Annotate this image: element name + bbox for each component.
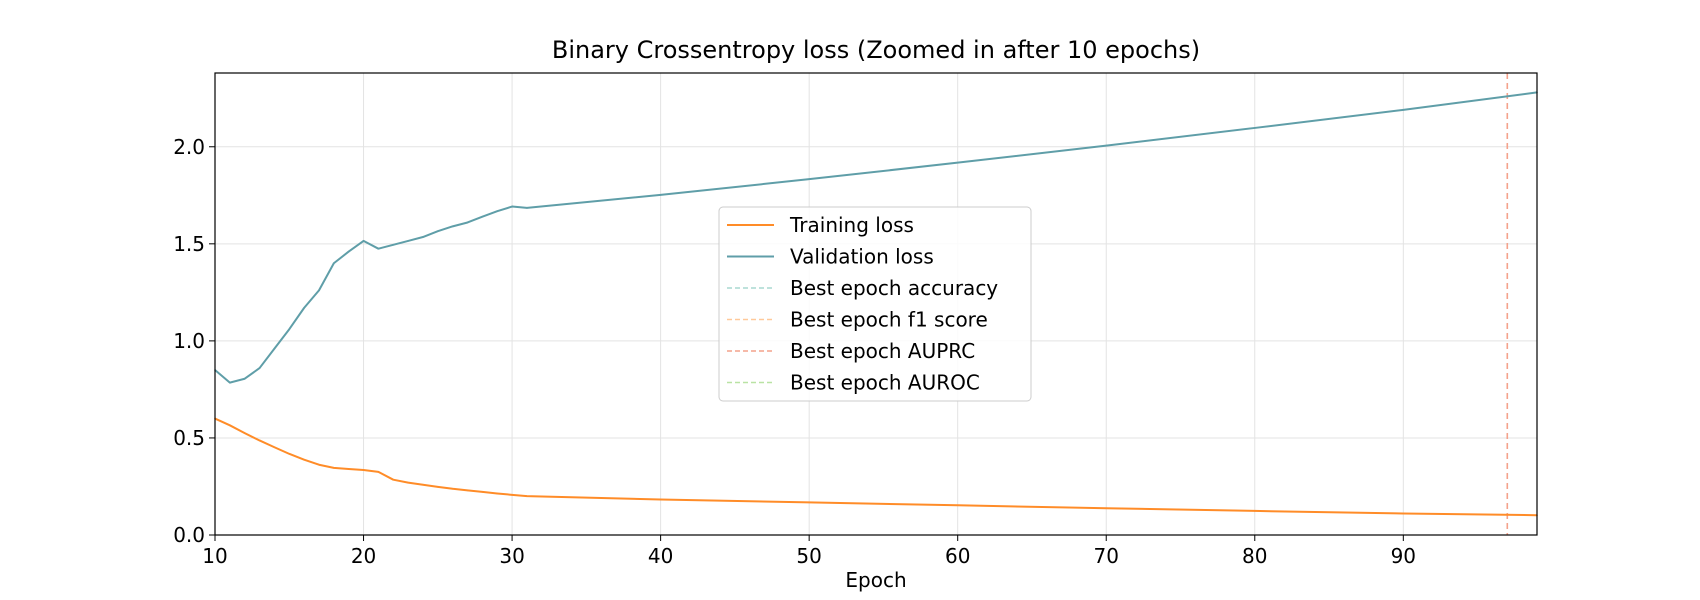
training-loss-point: [496, 492, 499, 495]
validation-loss-point: [1253, 127, 1256, 129]
training-loss-legend-label: Training loss: [789, 213, 914, 237]
training-loss-point: [318, 463, 320, 466]
x-axis-label: Epoch: [845, 568, 906, 592]
x-tick-label: 20: [351, 544, 376, 568]
validation-loss-point: [333, 262, 335, 265]
validation-loss-point: [496, 210, 499, 213]
legend-box: [718, 206, 1032, 402]
training-loss-point: [659, 498, 662, 501]
training-loss-point: [956, 504, 959, 507]
best-epoch-auprc-legend-label: Best epoch AUPRC: [790, 339, 975, 363]
x-tick-label: 40: [648, 544, 673, 568]
validation-loss-point: [258, 367, 261, 369]
training-loss-line: [214, 417, 1538, 517]
validation-loss-point: [437, 230, 439, 233]
x-axis-ticks: 10 20 30 40 50 60 70 80 90: [202, 535, 1416, 568]
x-tick-label: 90: [1391, 544, 1416, 568]
y-tick-label: 0.0: [173, 523, 205, 547]
chart-title: Binary Crossentropy loss (Zoomed in afte…: [552, 36, 1200, 64]
training-loss-point: [437, 486, 439, 488]
validation-loss-point: [956, 161, 959, 164]
training-loss-point: [229, 424, 231, 427]
training-loss-point: [1253, 510, 1256, 512]
training-loss-point: [466, 489, 469, 492]
validation-loss-point: [392, 243, 395, 246]
validation-loss-point: [659, 194, 662, 196]
training-loss-point: [808, 501, 810, 504]
x-tick-label: 60: [945, 544, 970, 568]
validation-loss-point: [1402, 109, 1405, 111]
training-loss-point: [481, 491, 484, 493]
training-loss-point: [392, 478, 395, 481]
y-tick-label: 1.0: [173, 329, 205, 353]
training-loss-point: [526, 495, 528, 497]
validation-loss-point: [451, 225, 454, 228]
validation-loss-legend-label: Validation loss: [790, 245, 934, 269]
training-loss-point: [288, 453, 291, 455]
training-loss-point: [422, 483, 424, 486]
plot-frame: [214, 72, 1538, 536]
y-tick-label: 2.0: [173, 135, 205, 159]
validation-loss-point: [481, 215, 484, 218]
training-loss-point: [333, 467, 335, 469]
validation-loss-point: [347, 250, 350, 253]
x-tick-label: 70: [1094, 544, 1119, 568]
training-loss-point: [347, 468, 350, 470]
training-loss-point: [362, 469, 365, 471]
training-loss-point: [303, 458, 305, 461]
x-tick-label: 10: [202, 544, 227, 568]
training-loss-point: [1402, 512, 1405, 515]
y-tick-label: 1.5: [173, 232, 205, 256]
training-loss-point: [258, 439, 261, 442]
series-lines: [214, 91, 1538, 517]
training-loss-point: [243, 432, 246, 434]
y-axis-ticks: 0.0 0.5 1.0 1.5 2.0: [173, 135, 215, 547]
validation-loss-point: [1105, 144, 1108, 147]
validation-loss-point: [377, 247, 380, 250]
training-loss-point: [273, 446, 276, 449]
x-tick-label: 30: [499, 544, 524, 568]
x-tick-label: 50: [796, 544, 821, 568]
validation-loss-point: [422, 236, 424, 238]
validation-loss-point: [318, 289, 320, 292]
validation-loss-point: [303, 307, 305, 309]
validation-loss-point: [273, 347, 276, 350]
training-loss-point: [1105, 507, 1108, 510]
best-epoch-auroc-legend-label: Best epoch AUROC: [790, 371, 980, 395]
best-epoch-f1-score-legend-label: Best epoch f1 score: [790, 308, 988, 332]
validation-loss-point: [511, 205, 513, 208]
validation-loss-point: [362, 240, 365, 242]
x-tick-label: 80: [1242, 544, 1267, 568]
training-loss-point: [377, 471, 380, 473]
validation-loss-point: [229, 381, 231, 384]
training-loss-point: [451, 488, 454, 490]
validation-loss-point: [243, 377, 246, 380]
validation-loss-point: [407, 240, 409, 242]
training-loss-point: [511, 494, 513, 496]
y-tick-label: 0.5: [173, 426, 205, 450]
validation-loss-point: [808, 178, 810, 180]
legend: Training loss Validation loss Best epoch a…: [718, 206, 1032, 402]
validation-loss-point: [526, 207, 528, 209]
best-epoch-accuracy-legend-label: Best epoch accuracy: [790, 276, 998, 300]
training-loss-point: [407, 481, 409, 484]
validation-loss-point: [288, 328, 291, 331]
validation-loss-point: [466, 221, 469, 224]
